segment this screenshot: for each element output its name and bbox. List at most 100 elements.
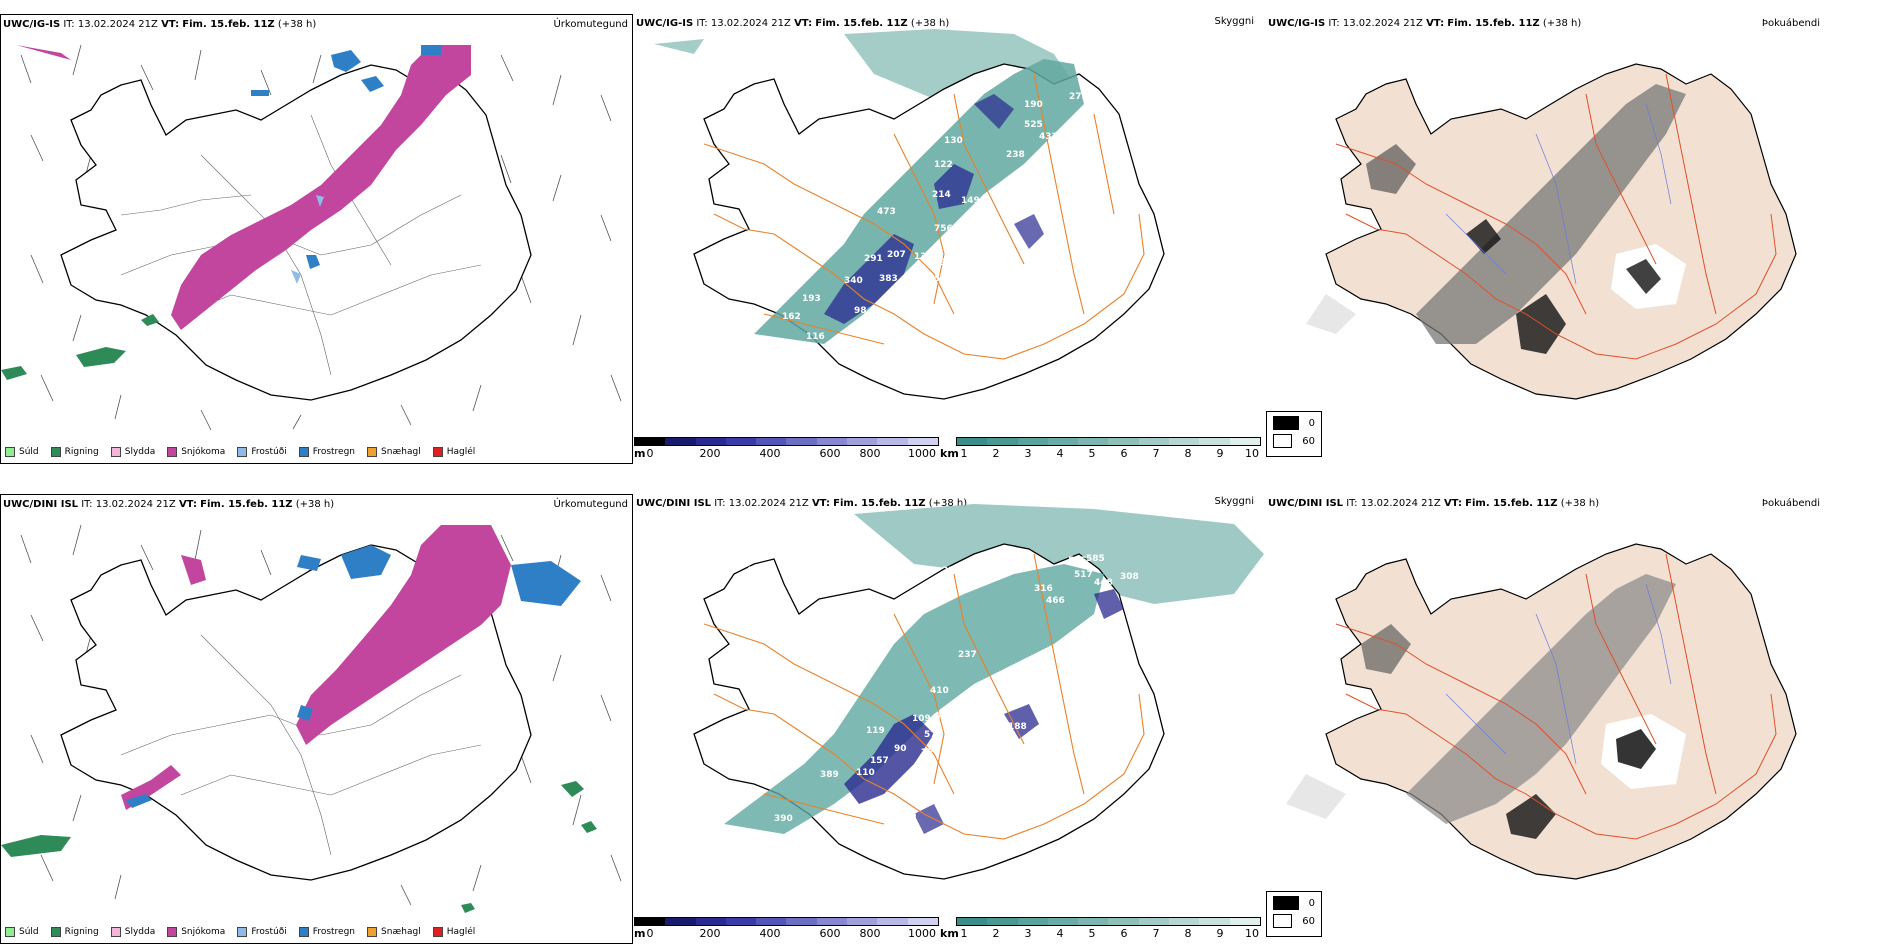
precip-legend: Súld Rigning Slydda Snjókoma Frostúði Fr…: [5, 927, 475, 937]
legend-item: Súld: [5, 447, 39, 457]
tick-label: 4: [1056, 927, 1064, 940]
ceiling-field-name: Skyggni: [1214, 16, 1254, 27]
tick-label: 0: [646, 927, 654, 940]
snow-area: [296, 525, 511, 745]
legend-swatch: [1273, 416, 1299, 430]
tick-label: 800: [859, 927, 881, 940]
visibility-ticks: 1 2 3 4 5 6 7 8 9 10: [956, 927, 1261, 941]
tick-label: 1000: [908, 447, 936, 460]
ceiling-label: 188: [1008, 722, 1027, 732]
ceiling-label: 900: [1064, 124, 1083, 134]
tick-label: 10: [1245, 927, 1259, 940]
fog-map: [1306, 63, 1797, 400]
tick-label: 200: [699, 447, 721, 460]
ceiling-label: 728: [1054, 142, 1073, 152]
legend-item: Frostregn: [298, 927, 355, 937]
ceiling-label: 389: [820, 770, 839, 780]
tick-label: 5: [1088, 927, 1096, 940]
ceiling-label: 57: [924, 730, 937, 740]
ceiling-field-name: Skyggni: [1214, 496, 1254, 507]
fog-panel-bottom: UWC/DINI ISL IT: 13.02.2024 21Z VT: Fim.…: [1266, 494, 1900, 944]
tick-label: 9: [1216, 927, 1224, 940]
ceiling-panel-bottom: UWC/DINI ISL IT: 13.02.2024 21Z VT: Fim.…: [634, 494, 1264, 944]
visibility-colorbar: [956, 917, 1261, 926]
ceiling-label: 110: [856, 768, 875, 778]
tick-label: 7: [1152, 447, 1160, 460]
legend-swatch: [367, 927, 378, 937]
legend-swatch: [50, 447, 61, 457]
ceiling-label: 109: [912, 714, 931, 724]
legend-swatch: [110, 447, 121, 457]
tick-label: 6: [1120, 927, 1128, 940]
ceiling-label: 130: [944, 136, 963, 146]
ceiling-label: 91: [940, 258, 953, 268]
fog-field-name: Þokuábendi: [1761, 18, 1820, 29]
ceiling-label: 157: [870, 756, 889, 766]
ceiling-label: 190: [1024, 100, 1043, 110]
tick-label: 1000: [908, 927, 936, 940]
tick-label: 10: [1245, 447, 1259, 460]
ceiling-label: 152: [1170, 618, 1189, 628]
legend-item: Haglél: [432, 447, 475, 457]
tick-label: 8: [1184, 927, 1192, 940]
ceiling-label: 186: [779, 284, 798, 294]
precip-field-name: Úrkomutegund: [553, 499, 628, 510]
legend-item: Haglél: [432, 927, 475, 937]
legend-item: Snæhagl: [367, 927, 421, 937]
legend-item: Rigning: [50, 927, 99, 937]
tick-label: 3: [1024, 927, 1032, 940]
ceiling-unit: m: [634, 447, 646, 460]
visibility-colorbar: [956, 437, 1261, 446]
ceiling-label: 525: [1024, 120, 1043, 130]
legend-swatch: [167, 927, 178, 937]
ceiling-label: 116: [806, 332, 825, 342]
tick-label: 3: [1024, 447, 1032, 460]
tick-label: 6: [1120, 447, 1128, 460]
ceiling-label: 308: [1120, 572, 1139, 582]
ceiling-label: 466: [1046, 596, 1065, 606]
ceiling-map: [654, 29, 1165, 400]
tick-label: 600: [819, 927, 841, 940]
legend-swatch: [432, 927, 443, 937]
ceiling-label: 340: [844, 276, 863, 286]
ceiling-colorbar: [634, 437, 939, 446]
ceiling-label: 448: [1094, 578, 1113, 588]
visibility-ticks: 1 2 3 4 5 6 7 8 9 10: [956, 447, 1261, 461]
ceiling-label: 149: [961, 196, 980, 206]
ceiling-label: 71: [936, 712, 949, 722]
ceiling-label: 303: [814, 212, 833, 222]
tick-label: 2: [992, 927, 1000, 940]
tick-label: 400: [759, 927, 781, 940]
ceiling-label: 335: [1134, 616, 1153, 626]
legend-item: Snjókoma: [167, 447, 225, 457]
ceiling-label: 756: [934, 224, 953, 234]
ceiling-label-layer: 190 272 525 900 433 728 162 130 122 238 …: [634, 14, 1264, 434]
ceiling-map: [693, 504, 1264, 880]
legend-swatch: [367, 447, 378, 457]
ceiling-label: 214: [932, 190, 951, 200]
precip-field-name: Úrkomutegund: [553, 19, 628, 30]
ceiling-label: 238: [1006, 150, 1025, 160]
legend-swatch: [298, 927, 309, 937]
ceiling-label: 75: [928, 274, 941, 284]
legend-item: Frostúði: [237, 927, 287, 937]
legend-swatch: [1273, 914, 1293, 928]
legend-swatch: [50, 927, 61, 937]
tick-label: 4: [1056, 447, 1064, 460]
ceiling-label: 162: [782, 312, 801, 322]
ceiling-label: 390: [774, 814, 793, 824]
tick-label: 7: [1152, 927, 1160, 940]
ceiling-label: 517: [1074, 570, 1093, 580]
fog-legend-bottom: 0 60: [1266, 891, 1322, 937]
ceiling-label: 137: [914, 252, 933, 262]
ceiling-label: 99: [904, 812, 917, 822]
legend-swatch: [5, 927, 15, 937]
legend-swatch: [432, 447, 443, 457]
legend-item: Snjókoma: [167, 927, 225, 937]
ceiling-label: 98: [854, 306, 867, 316]
panel-title: UWC/DINI ISL IT: 13.02.2024 21Z VT: Fim.…: [636, 498, 968, 509]
tick-label: 1: [960, 447, 968, 460]
ceiling-label: 316: [1034, 584, 1053, 594]
ceiling-label: 214: [974, 700, 993, 710]
ceiling-label: 640: [1096, 622, 1115, 632]
